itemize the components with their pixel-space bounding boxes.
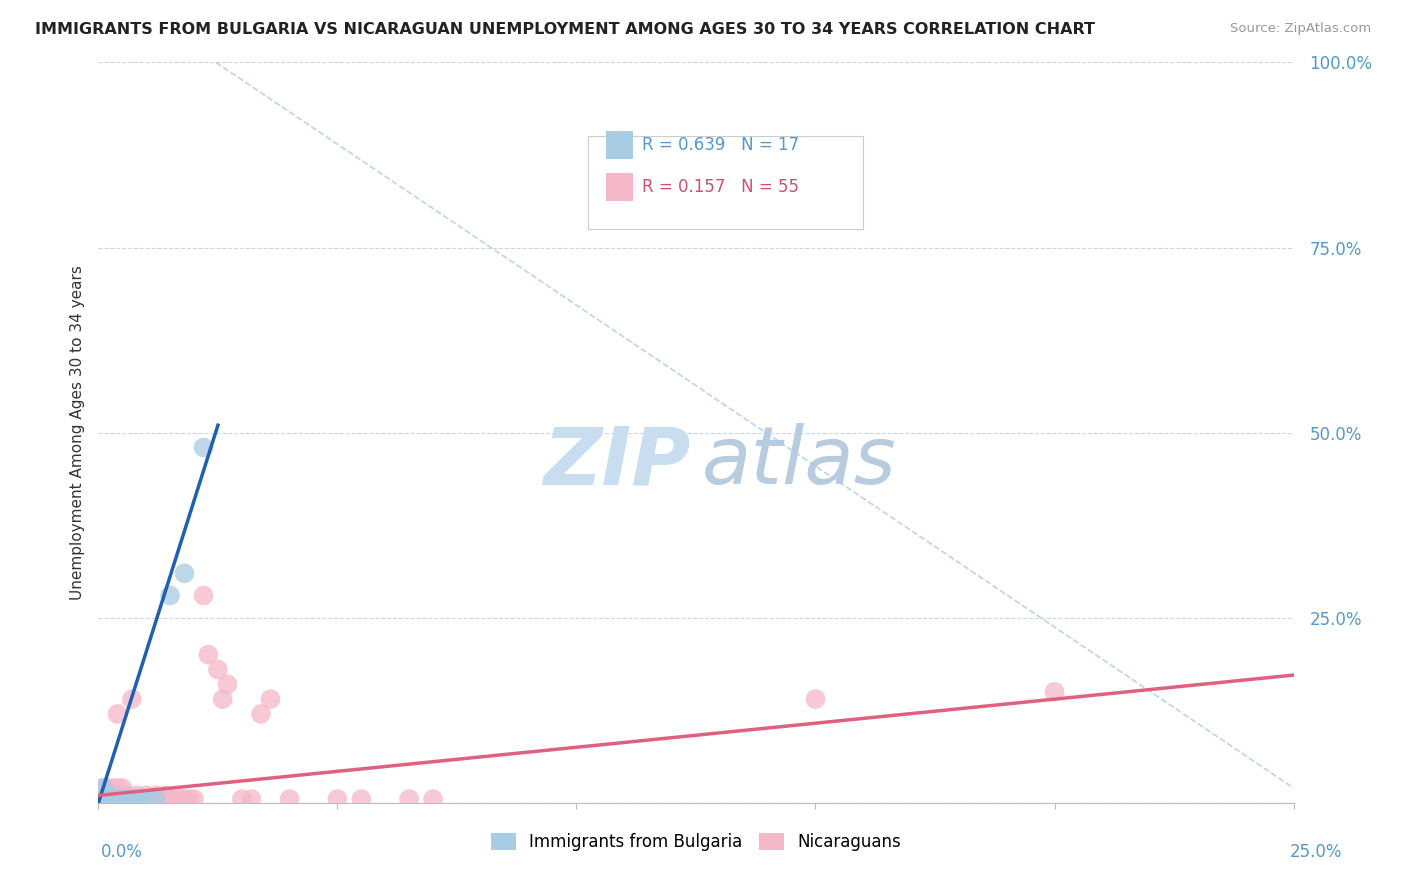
Point bbox=[111, 792, 134, 806]
Point bbox=[135, 792, 157, 806]
Point bbox=[91, 792, 114, 806]
Point bbox=[97, 789, 120, 803]
Point bbox=[193, 441, 215, 455]
Point bbox=[97, 792, 120, 806]
Point bbox=[101, 789, 124, 803]
Point bbox=[173, 792, 195, 806]
Point bbox=[125, 792, 148, 806]
Point bbox=[179, 792, 201, 806]
Point bbox=[211, 692, 233, 706]
Legend: Immigrants from Bulgaria, Nicaraguans: Immigrants from Bulgaria, Nicaraguans bbox=[484, 826, 908, 857]
Point bbox=[207, 663, 229, 677]
Text: Source: ZipAtlas.com: Source: ZipAtlas.com bbox=[1230, 22, 1371, 36]
Point bbox=[101, 792, 124, 806]
Text: IMMIGRANTS FROM BULGARIA VS NICARAGUAN UNEMPLOYMENT AMONG AGES 30 TO 34 YEARS CO: IMMIGRANTS FROM BULGARIA VS NICARAGUAN U… bbox=[35, 22, 1095, 37]
Point bbox=[240, 792, 263, 806]
Point bbox=[193, 589, 215, 603]
Point bbox=[125, 789, 148, 803]
Point bbox=[145, 792, 167, 806]
Point bbox=[135, 789, 157, 803]
Point bbox=[155, 789, 177, 803]
Point bbox=[97, 789, 120, 803]
Point bbox=[145, 789, 167, 803]
Point bbox=[278, 792, 301, 806]
Point bbox=[231, 792, 253, 806]
Text: 25.0%: 25.0% bbox=[1291, 843, 1343, 861]
Point bbox=[217, 677, 239, 691]
Point bbox=[107, 706, 129, 721]
Point bbox=[115, 792, 138, 806]
Point bbox=[97, 780, 120, 795]
Point bbox=[125, 792, 148, 806]
Bar bbox=[606, 130, 633, 159]
Point bbox=[250, 706, 273, 721]
Point bbox=[804, 692, 827, 706]
Point bbox=[90, 792, 112, 806]
Point bbox=[183, 792, 205, 806]
Point bbox=[111, 792, 134, 806]
Point bbox=[91, 792, 114, 806]
Point bbox=[111, 780, 134, 795]
Point bbox=[111, 789, 134, 803]
Point bbox=[97, 792, 120, 806]
Point bbox=[350, 792, 373, 806]
Point bbox=[422, 792, 444, 806]
Point bbox=[91, 780, 114, 795]
FancyBboxPatch shape bbox=[589, 136, 863, 229]
Point bbox=[91, 780, 114, 795]
Point bbox=[101, 780, 124, 795]
Point bbox=[115, 789, 138, 803]
Point bbox=[139, 792, 162, 806]
Point bbox=[107, 792, 129, 806]
Point bbox=[159, 589, 181, 603]
Text: atlas: atlas bbox=[702, 423, 897, 501]
Point bbox=[398, 792, 420, 806]
Point bbox=[97, 792, 120, 806]
Point bbox=[197, 648, 219, 662]
Y-axis label: Unemployment Among Ages 30 to 34 years: Unemployment Among Ages 30 to 34 years bbox=[69, 265, 84, 600]
Point bbox=[107, 780, 129, 795]
Point bbox=[131, 792, 153, 806]
Point bbox=[169, 792, 191, 806]
Text: R = 0.157   N = 55: R = 0.157 N = 55 bbox=[643, 178, 799, 196]
Point bbox=[107, 792, 129, 806]
Bar bbox=[606, 173, 633, 201]
Point bbox=[115, 792, 138, 806]
Text: ZIP: ZIP bbox=[543, 423, 690, 501]
Point bbox=[159, 792, 181, 806]
Point bbox=[121, 692, 143, 706]
Text: R = 0.639   N = 17: R = 0.639 N = 17 bbox=[643, 136, 800, 153]
Point bbox=[163, 792, 186, 806]
Point bbox=[121, 792, 143, 806]
Point bbox=[91, 789, 114, 803]
Point bbox=[173, 566, 195, 581]
Point bbox=[121, 792, 143, 806]
Point bbox=[149, 792, 172, 806]
Point bbox=[259, 692, 281, 706]
Point bbox=[326, 792, 349, 806]
Point bbox=[145, 792, 167, 806]
Point bbox=[135, 792, 157, 806]
Point bbox=[91, 792, 114, 806]
Point bbox=[1043, 685, 1066, 699]
Point bbox=[107, 789, 129, 803]
Point bbox=[131, 792, 153, 806]
Text: 0.0%: 0.0% bbox=[101, 843, 143, 861]
Point bbox=[101, 792, 124, 806]
